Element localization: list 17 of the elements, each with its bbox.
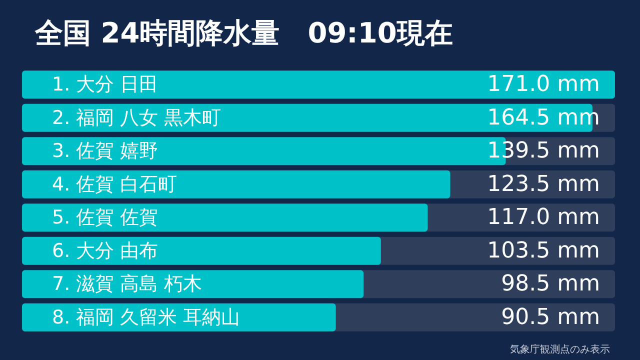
data-label: 98.5 mm xyxy=(501,272,600,297)
y-tick-label: 4. 佐賀 白石町 xyxy=(52,173,178,196)
y-tick-label: 2. 福岡 八女 黒木町 xyxy=(52,106,222,129)
text: 気象庁観測点のみ表示 xyxy=(510,344,610,356)
chart-title: 全国 24時間降水量 09:10現在 xyxy=(34,16,453,50)
y-tick-label: 1. 大分 日田 xyxy=(52,74,158,96)
data-label: 171.0 mm xyxy=(487,72,600,98)
data-label: 117.0 mm xyxy=(487,205,600,230)
y-tick-label: 8. 福岡 久留米 耳納山 xyxy=(52,306,240,328)
data-label: 123.5 mm xyxy=(487,172,600,197)
y-tick-label: 6. 大分 由布 xyxy=(52,240,158,262)
data-label: 164.5 mm xyxy=(487,105,600,130)
y-tick-label: 7. 滋賀 高島 朽木 xyxy=(52,273,202,296)
y-tick-label: 5. 佐賀 佐賀 xyxy=(52,206,158,229)
data-label: 90.5 mm xyxy=(501,304,600,330)
y-tick-label: 3. 佐賀 嬉野 xyxy=(52,140,158,162)
data-label: 103.5 mm xyxy=(487,238,600,264)
